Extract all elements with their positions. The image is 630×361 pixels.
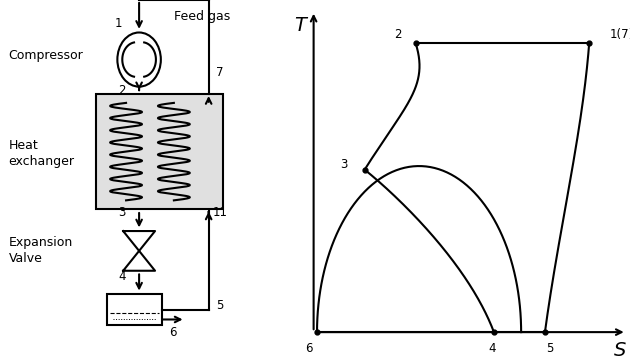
Text: Heat
exchanger: Heat exchanger: [9, 139, 75, 168]
Text: 2: 2: [394, 28, 402, 41]
Bar: [96, 94, 223, 209]
Text: 1: 1: [115, 17, 123, 30]
Text: 3: 3: [340, 158, 348, 171]
Text: S: S: [614, 341, 626, 360]
Text: 5: 5: [546, 342, 554, 355]
Bar: [107, 294, 163, 325]
Text: 4: 4: [488, 342, 496, 355]
Text: 1(7): 1(7): [610, 28, 630, 41]
Text: 4: 4: [118, 270, 125, 283]
Text: Expansion
Valve: Expansion Valve: [9, 236, 73, 265]
Text: Compressor: Compressor: [9, 49, 83, 62]
Text: 2: 2: [118, 84, 125, 97]
Text: 6: 6: [169, 326, 176, 339]
Text: T: T: [294, 16, 306, 35]
Text: 7: 7: [217, 66, 224, 79]
Text: 6: 6: [305, 342, 312, 355]
Text: 3: 3: [118, 206, 125, 219]
Text: 11: 11: [213, 206, 228, 219]
Text: Feed gas: Feed gas: [174, 10, 230, 23]
Text: 5: 5: [217, 299, 224, 312]
